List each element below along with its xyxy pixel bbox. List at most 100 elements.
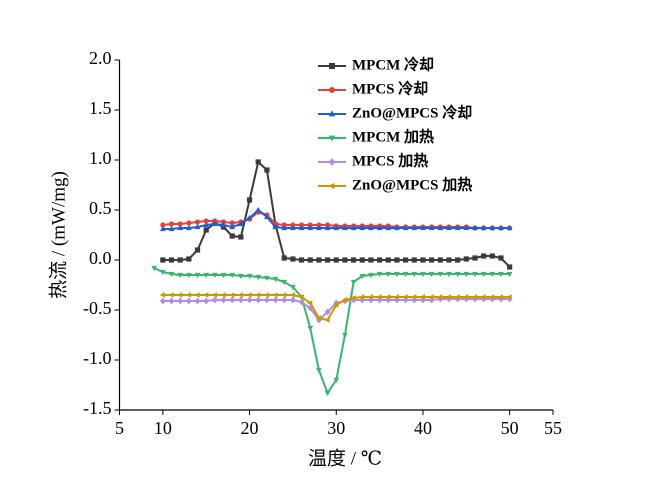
marker <box>246 292 252 298</box>
marker <box>376 294 382 300</box>
marker <box>186 220 192 226</box>
x-tick-label: 10 <box>154 418 172 438</box>
marker <box>368 296 374 304</box>
marker <box>420 257 426 263</box>
marker <box>307 300 313 306</box>
y-tick-label: -1.0 <box>83 348 112 368</box>
marker <box>246 296 253 304</box>
marker <box>298 224 305 231</box>
marker <box>506 224 513 231</box>
marker <box>368 257 374 263</box>
marker <box>333 302 339 308</box>
marker <box>437 294 443 300</box>
marker <box>255 159 261 165</box>
marker <box>498 255 504 261</box>
marker <box>506 271 513 278</box>
marker <box>328 158 336 166</box>
marker <box>220 292 226 298</box>
marker <box>489 253 495 259</box>
marker <box>350 224 357 231</box>
marker <box>264 167 270 173</box>
marker <box>377 257 383 263</box>
marker <box>281 296 288 304</box>
marker <box>480 294 486 300</box>
legend-label: ZnO@MPCS 冷却 <box>352 103 472 121</box>
marker <box>420 271 426 278</box>
marker <box>194 247 201 253</box>
marker <box>403 257 409 263</box>
marker <box>324 317 330 323</box>
marker <box>177 292 183 298</box>
marker <box>342 224 348 231</box>
marker <box>385 294 391 300</box>
marker <box>472 271 478 278</box>
marker <box>463 294 469 300</box>
marker <box>246 273 253 280</box>
marker <box>229 296 236 304</box>
marker <box>307 325 314 332</box>
marker <box>454 271 461 278</box>
marker <box>350 295 356 301</box>
marker <box>168 297 175 305</box>
marker <box>159 225 166 232</box>
marker <box>264 275 270 282</box>
y-tick-label: 0.5 <box>89 198 112 218</box>
marker <box>324 308 331 316</box>
marker <box>489 224 496 231</box>
marker <box>168 292 174 298</box>
marker <box>151 265 158 272</box>
marker <box>328 110 336 117</box>
marker <box>298 257 305 263</box>
marker <box>359 224 366 231</box>
marker <box>367 294 374 300</box>
marker <box>159 269 166 276</box>
marker <box>411 257 417 263</box>
marker <box>402 224 409 231</box>
marker <box>307 224 314 231</box>
marker <box>324 224 331 231</box>
marker <box>220 272 227 279</box>
marker <box>212 272 218 279</box>
marker <box>272 292 278 298</box>
marker <box>507 264 513 270</box>
marker <box>333 257 339 263</box>
marker <box>185 292 191 298</box>
legend-label: MPCS 冷却 <box>352 79 428 97</box>
marker <box>315 315 321 321</box>
marker <box>316 367 322 374</box>
marker <box>177 221 183 227</box>
x-axis-label: 温度 / ℃ <box>308 447 382 469</box>
marker <box>290 256 296 262</box>
marker <box>229 233 235 239</box>
marker <box>159 292 165 298</box>
marker <box>420 224 426 231</box>
marker <box>203 227 209 233</box>
marker <box>480 224 487 231</box>
marker <box>446 271 452 278</box>
marker <box>471 294 478 300</box>
marker <box>168 271 175 278</box>
legend-label: MPCM 冷却 <box>352 55 434 73</box>
marker <box>255 206 262 213</box>
marker <box>211 292 217 298</box>
marker <box>238 220 244 227</box>
marker <box>160 257 166 263</box>
marker <box>411 294 417 300</box>
marker <box>203 297 210 305</box>
marker <box>463 224 470 231</box>
marker <box>385 224 392 231</box>
marker <box>203 221 210 228</box>
marker <box>376 271 383 278</box>
marker <box>411 296 418 304</box>
marker <box>342 332 348 339</box>
marker <box>402 271 409 278</box>
marker <box>246 214 253 221</box>
marker <box>177 297 184 305</box>
marker <box>437 271 444 278</box>
marker <box>203 272 210 279</box>
marker <box>238 273 244 280</box>
marker <box>455 257 461 263</box>
marker <box>194 219 201 225</box>
marker <box>237 292 243 298</box>
